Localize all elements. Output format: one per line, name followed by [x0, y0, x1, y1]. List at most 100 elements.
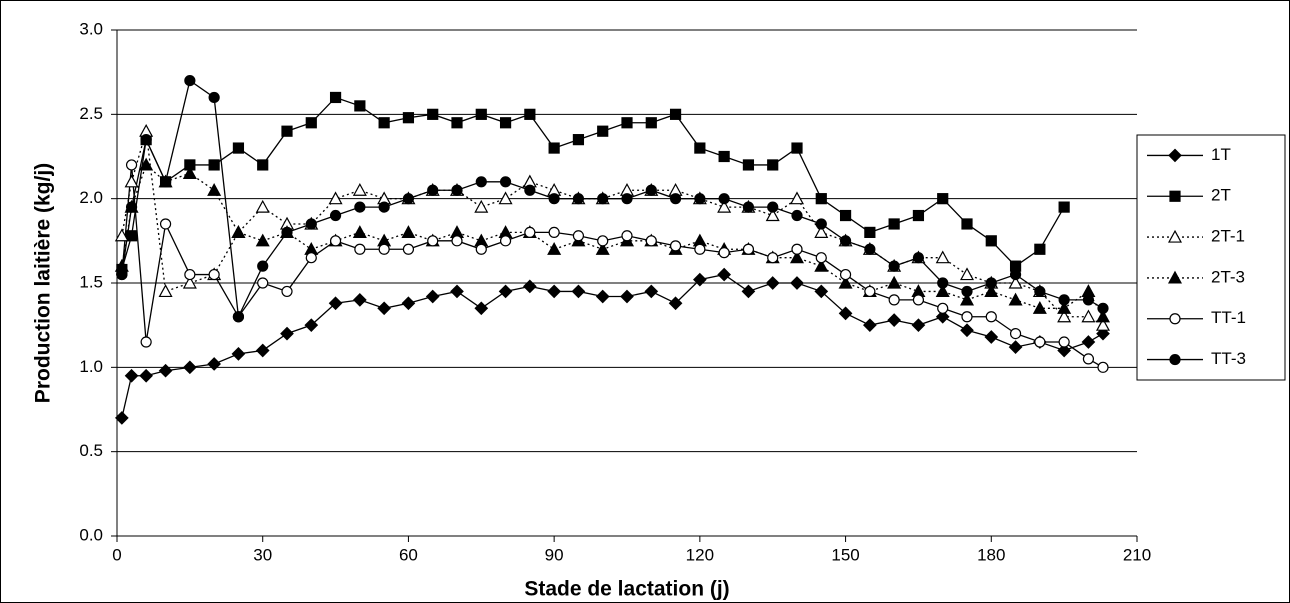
data-point: [427, 184, 439, 196]
data-point: [328, 296, 343, 311]
x-tick-label: 210: [1123, 545, 1151, 564]
data-point: [1034, 243, 1046, 255]
data-point: [669, 193, 682, 205]
data-point: [281, 285, 293, 298]
data-point: [961, 218, 973, 230]
data-point: [959, 267, 975, 281]
legend-marker: [1169, 190, 1181, 202]
data-point: [139, 368, 153, 383]
data-point: [208, 159, 220, 171]
data-point: [1095, 309, 1111, 323]
data-point: [450, 284, 464, 299]
data-point: [693, 272, 707, 287]
data-point: [937, 193, 949, 205]
data-point: [1058, 201, 1070, 213]
data-point: [475, 108, 487, 120]
data-point: [1081, 309, 1096, 323]
data-point: [668, 296, 683, 311]
data-point: [305, 252, 317, 264]
legend-marker: [1167, 270, 1183, 284]
data-point: [451, 235, 463, 247]
data-point: [791, 243, 803, 255]
data-point: [669, 108, 682, 120]
data-point: [498, 284, 513, 299]
data-point: [717, 267, 731, 282]
data-point: [352, 225, 367, 238]
data-point: [328, 191, 343, 205]
data-point: [765, 208, 780, 222]
data-point: [125, 230, 138, 242]
data-point: [498, 191, 513, 205]
data-point: [116, 268, 128, 281]
data-point: [1008, 292, 1023, 306]
data-point: [1058, 294, 1070, 306]
data-point: [815, 218, 827, 230]
data-point: [158, 284, 173, 298]
y-tick-label: 2.0: [79, 188, 103, 207]
data-point: [791, 142, 803, 154]
data-point: [694, 193, 706, 205]
data-point: [257, 277, 269, 289]
data-point: [524, 226, 536, 238]
data-point: [115, 411, 129, 425]
data-point: [839, 235, 852, 247]
data-point: [717, 199, 732, 213]
data-point: [888, 294, 900, 306]
data-point: [329, 235, 342, 247]
data-point: [377, 301, 391, 316]
data-point: [451, 184, 463, 196]
data-point: [961, 311, 973, 323]
data-point: [207, 182, 222, 196]
y-tick-label: 1.5: [79, 272, 103, 291]
data-point: [645, 184, 657, 196]
data-point: [1008, 340, 1023, 354]
data-point: [1082, 294, 1095, 306]
x-tick-label: 150: [831, 545, 859, 564]
data-point: [257, 159, 269, 171]
data-point: [208, 91, 220, 104]
data-point: [1034, 336, 1046, 348]
data-point: [208, 268, 220, 281]
data-point: [815, 193, 827, 205]
data-point: [474, 301, 489, 316]
data-point: [125, 159, 138, 171]
data-point: [329, 91, 342, 104]
x-tick-label: 30: [253, 545, 272, 564]
data-point: [621, 117, 633, 129]
legend-marker: [1169, 353, 1181, 366]
data-point: [124, 174, 139, 188]
data-point: [474, 199, 489, 213]
x-axis-title: Stade de lactation (j): [524, 578, 729, 601]
data-point: [451, 117, 463, 129]
data-point: [718, 193, 730, 205]
data-point: [887, 313, 901, 327]
data-point: [742, 243, 755, 255]
data-point: [742, 159, 755, 171]
data-point: [232, 311, 245, 323]
data-point: [839, 268, 852, 281]
data-point: [523, 279, 537, 294]
legend-label: 2T: [1211, 186, 1231, 205]
data-point: [1032, 301, 1047, 314]
data-point: [124, 368, 139, 383]
data-point: [839, 209, 852, 222]
data-point: [475, 176, 487, 188]
data-point: [595, 242, 610, 255]
data-point: [767, 201, 779, 213]
data-point: [182, 275, 197, 289]
data-point: [159, 176, 172, 188]
data-point: [621, 230, 633, 242]
data-point: [814, 258, 829, 272]
data-point: [645, 117, 657, 129]
data-point: [184, 74, 196, 87]
data-point: [378, 117, 390, 129]
legend-marker: [1168, 148, 1182, 163]
data-point: [888, 218, 900, 230]
data-point: [1008, 275, 1023, 289]
data-point: [595, 289, 610, 304]
data-point: [1057, 301, 1072, 314]
data-point: [255, 343, 270, 358]
data-point: [742, 201, 755, 213]
